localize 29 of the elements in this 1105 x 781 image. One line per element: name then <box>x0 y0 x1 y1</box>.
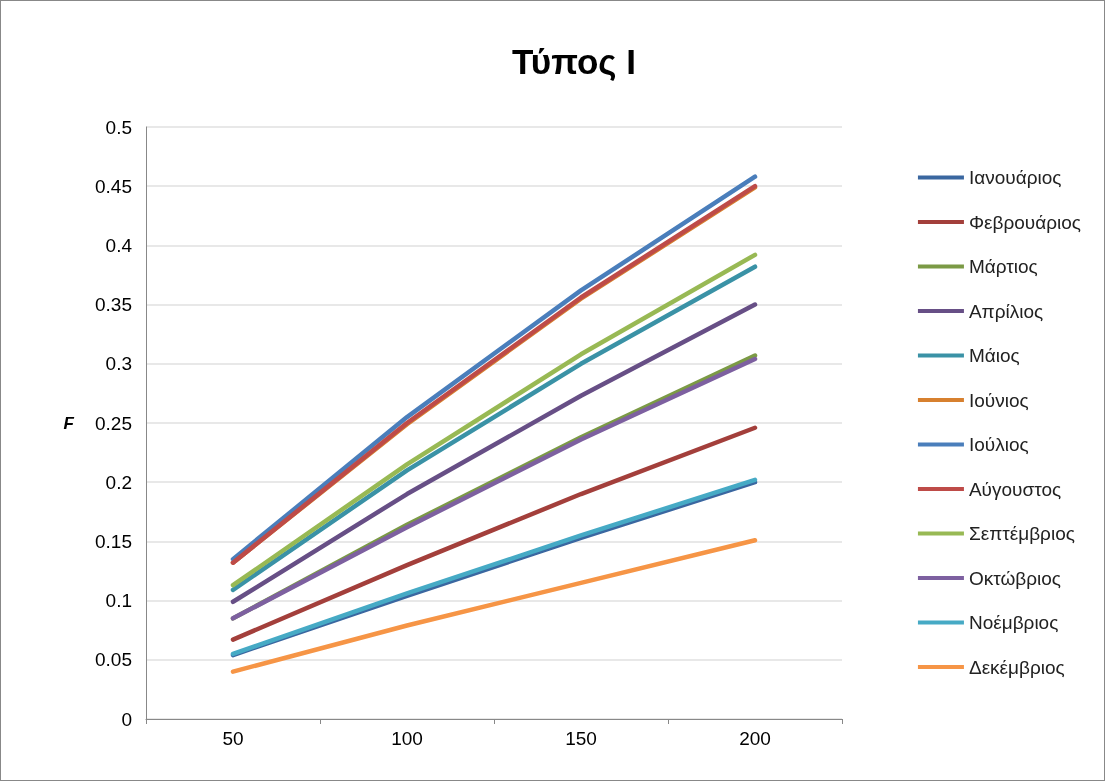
legend-label: Οκτώβριος <box>968 567 1061 589</box>
legend-label: Μάιος <box>968 345 1020 366</box>
y-tick-label: 0.3 <box>105 353 132 375</box>
y-tick-label: 0.5 <box>105 116 132 138</box>
legend-label: Ιούλιος <box>968 434 1029 455</box>
x-tick-label: 200 <box>739 728 771 749</box>
y-tick-label: 0.2 <box>105 471 132 493</box>
legend-label: Σεπτέμβριος <box>968 523 1075 544</box>
legend-label: Αύγουστος <box>968 478 1062 500</box>
y-tick-label: 0.4 <box>105 234 133 256</box>
legend-label: Δεκέμβριος <box>968 656 1065 678</box>
legend-label: Απρίλιος <box>968 300 1044 322</box>
y-tick-label: 0.35 <box>95 294 132 316</box>
x-tick-label: 50 <box>222 728 244 749</box>
y-tick-label: 0.45 <box>95 175 132 197</box>
y-tick-label: 0.05 <box>95 649 132 671</box>
chart-title: Τύπος Ι <box>511 42 637 81</box>
legend-label: Νοέμβριος <box>968 612 1059 633</box>
y-tick-label: 0.15 <box>95 530 132 552</box>
y-tick-label: 0.25 <box>95 412 132 434</box>
legend-label: Ιούνιος <box>968 389 1029 411</box>
legend-label: Φεβρουάριος <box>968 211 1081 233</box>
legend-label: Μάρτιος <box>968 256 1038 277</box>
x-tick-label: 100 <box>391 728 423 749</box>
x-tick-label: 150 <box>565 728 597 749</box>
legend-label: Ιανουάριος <box>968 167 1062 188</box>
y-axis-title: F <box>63 413 75 433</box>
y-tick-label: 0 <box>121 708 132 730</box>
y-tick-label: 0.1 <box>105 590 132 612</box>
